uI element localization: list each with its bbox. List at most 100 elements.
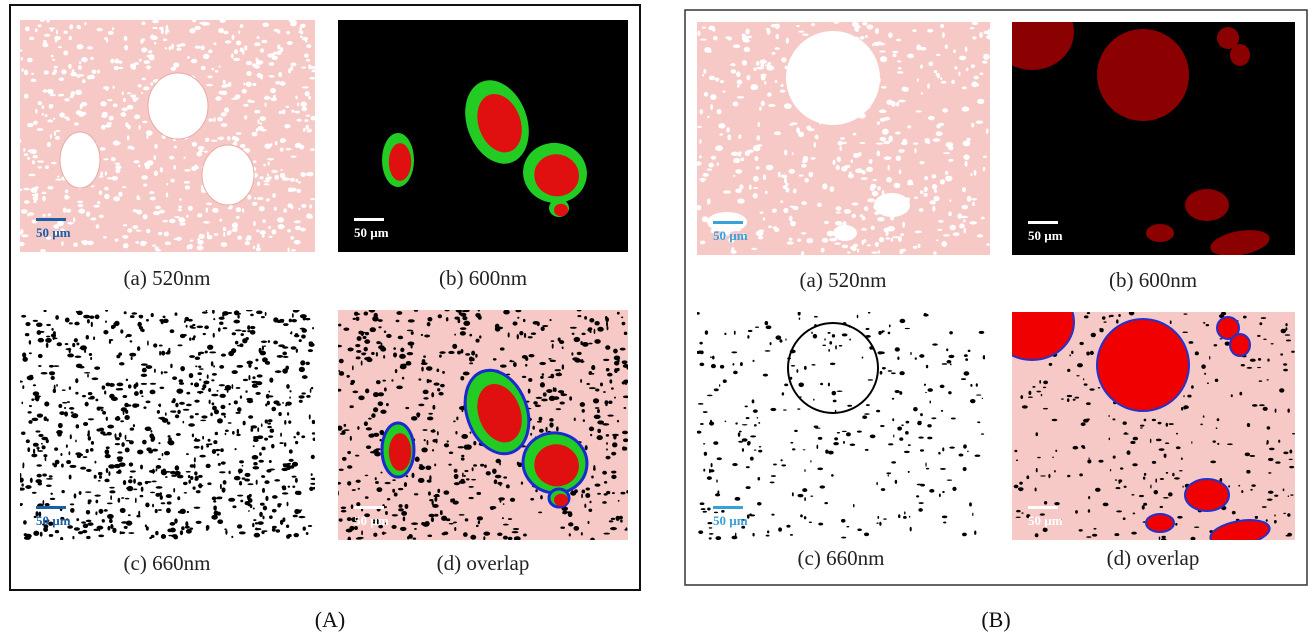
texture: [75, 392, 78, 395]
texture: [942, 447, 944, 451]
texture: [829, 341, 832, 344]
scale-bar-label: 50 µm: [36, 225, 71, 240]
texture: [261, 423, 263, 427]
texture: [309, 341, 313, 344]
texture: [1271, 343, 1274, 344]
texture: [247, 361, 253, 365]
texture: [586, 383, 589, 385]
texture: [91, 185, 94, 187]
texture: [918, 437, 923, 439]
texture: [235, 329, 242, 331]
texture: [159, 210, 165, 214]
texture: [719, 384, 720, 387]
texture: [72, 343, 75, 347]
texture: [1130, 441, 1135, 444]
texture: [91, 70, 96, 74]
texture: [287, 248, 289, 253]
texture: [797, 494, 803, 497]
texture: [857, 528, 862, 531]
texture: [715, 536, 721, 540]
texture: [271, 229, 276, 234]
texture: [623, 447, 627, 451]
texture: [804, 469, 805, 472]
texture: [1274, 514, 1275, 516]
texture: [765, 350, 771, 352]
texture: [261, 40, 267, 44]
texture: [974, 83, 980, 87]
texture: [82, 530, 87, 533]
texture: [1269, 448, 1275, 451]
texture: [1274, 495, 1278, 497]
texture: [440, 384, 445, 388]
texture: [611, 475, 616, 479]
texture: [932, 343, 938, 345]
texture: [189, 373, 194, 378]
texture: [49, 534, 54, 537]
texture: [1039, 380, 1041, 384]
texture: [742, 424, 748, 425]
texture: [938, 123, 944, 126]
texture: [290, 23, 297, 26]
texture: [790, 221, 796, 226]
texture: [775, 80, 778, 83]
texture: [364, 347, 368, 351]
texture: [29, 352, 32, 354]
texture: [1160, 478, 1164, 480]
texture: [1072, 446, 1078, 450]
texture: [99, 215, 104, 219]
texture: [153, 211, 160, 215]
texture: [361, 352, 366, 354]
texture: [170, 329, 175, 333]
texture: [254, 367, 258, 370]
texture: [1075, 510, 1078, 514]
texture: [857, 315, 859, 319]
texture: [128, 514, 131, 516]
texture: [442, 371, 445, 374]
texture: [298, 181, 301, 183]
texture: [759, 229, 761, 233]
texture: [223, 80, 226, 85]
texture: [863, 239, 866, 243]
texture: [797, 239, 801, 242]
texture: [45, 165, 49, 169]
texture: [508, 518, 512, 520]
texture: [476, 315, 481, 318]
texture: [21, 315, 26, 318]
texture: [480, 464, 484, 467]
texture: [398, 508, 404, 511]
texture: [1179, 470, 1183, 471]
texture: [301, 435, 305, 438]
texture: [175, 414, 179, 418]
texture: [779, 339, 782, 342]
texture: [523, 533, 527, 536]
texture: [238, 31, 240, 34]
texture: [182, 219, 185, 221]
texture: [983, 54, 990, 60]
texture: [256, 128, 258, 132]
texture: [831, 474, 834, 477]
texture: [764, 81, 766, 85]
texture: [927, 388, 932, 392]
texture: [449, 523, 454, 525]
texture: [541, 399, 548, 402]
texture: [971, 64, 975, 68]
texture: [696, 431, 701, 434]
texture: [404, 482, 407, 487]
texture: [1098, 387, 1101, 388]
texture: [1086, 536, 1091, 538]
texture: [108, 464, 115, 468]
texture: [357, 426, 359, 430]
texture: [139, 315, 143, 319]
texture: [232, 332, 236, 335]
texture: [929, 200, 935, 204]
texture: [428, 413, 432, 415]
texture: [1032, 386, 1035, 388]
texture: [228, 471, 230, 474]
texture: [1131, 494, 1134, 496]
texture: [236, 207, 242, 212]
texture: [589, 387, 596, 389]
texture: [299, 26, 302, 31]
texture: [1043, 387, 1046, 389]
texture: [1123, 517, 1126, 520]
texture: [208, 388, 211, 392]
